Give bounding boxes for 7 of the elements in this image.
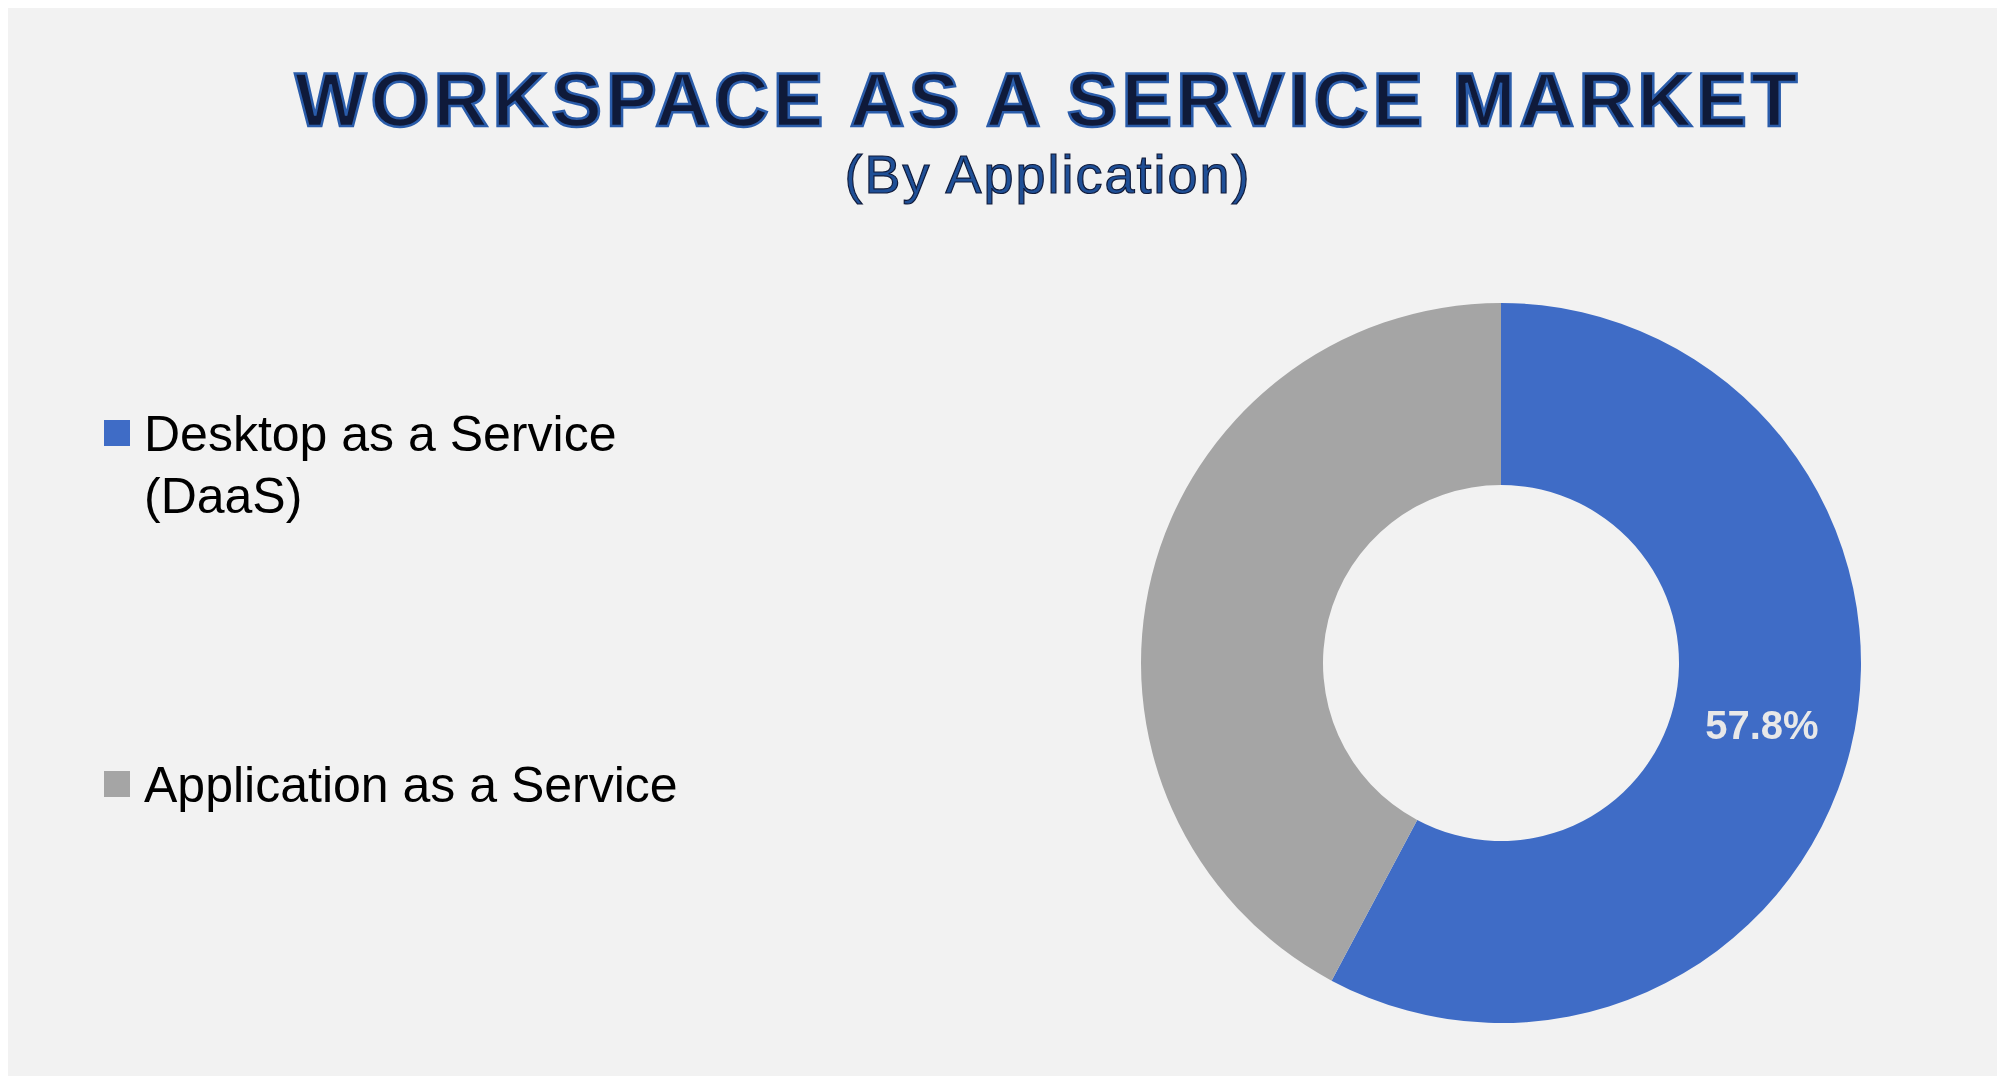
data-label: 57.8%: [1705, 702, 1819, 747]
donut-slice: [1331, 303, 1861, 1023]
chart-title: WORKSPACE AS A SERVICE MARKET: [294, 57, 1802, 142]
legend-label: Desktop as a Service (DaaS): [144, 406, 617, 525]
legend-label: Application as a Service: [144, 757, 678, 814]
chart-subtitle: (By Application): [844, 144, 1252, 204]
donut-slice: [1141, 303, 1501, 981]
